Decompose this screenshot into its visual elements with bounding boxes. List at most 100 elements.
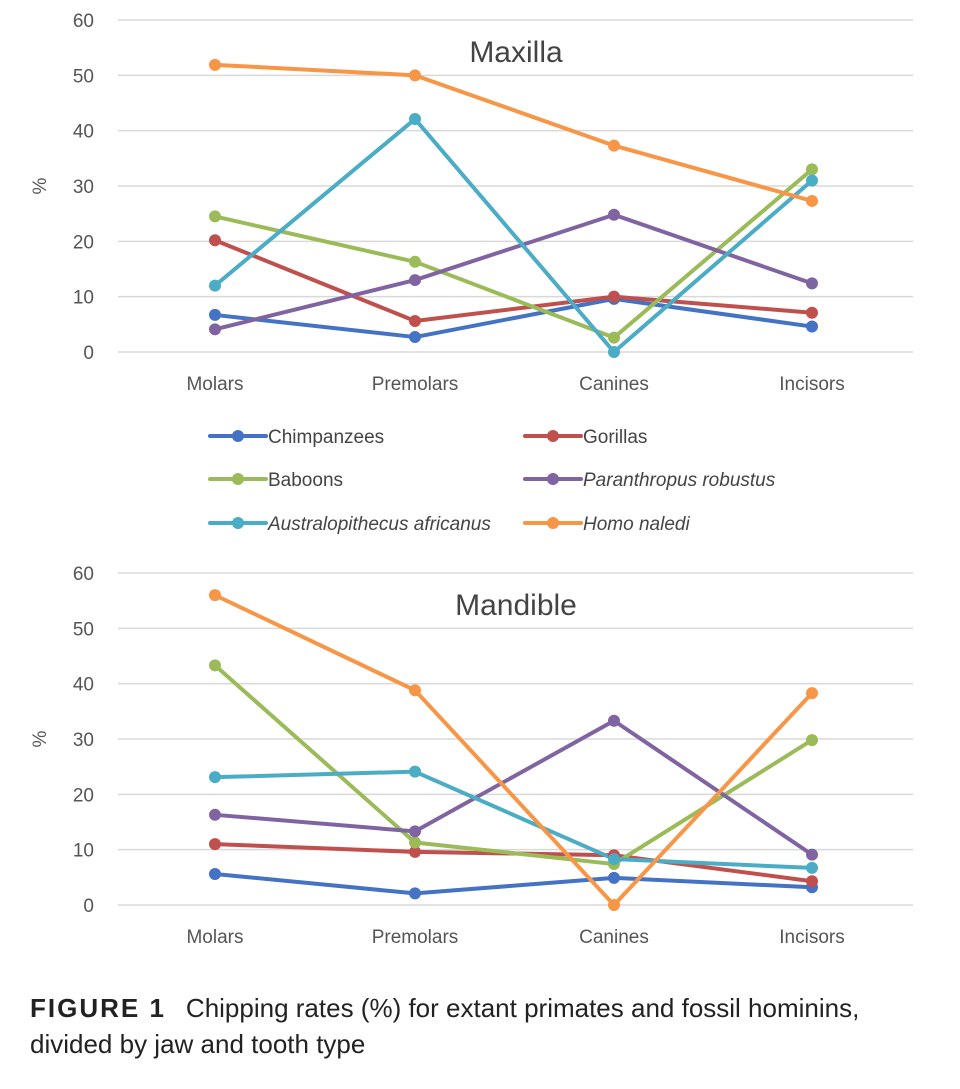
series-line-baboons (213, 167, 814, 340)
data-point-australopithecus-africanus (409, 113, 421, 126)
data-point-australopithecus-africanus (806, 861, 818, 874)
y-tick-label: 40 (73, 675, 94, 696)
data-point-baboons (409, 836, 421, 849)
data-point-paranthropus-robustus (409, 274, 421, 287)
data-point-australopithecus-africanus (806, 174, 818, 187)
x-tick-label: Molars (186, 927, 243, 948)
legend-label: Paranthropus robustus (583, 470, 776, 491)
data-point-homo-naledi (409, 69, 421, 82)
y-tick-label: 0 (83, 343, 94, 364)
data-point-paranthropus-robustus (806, 277, 818, 290)
data-point-australopithecus-africanus (608, 346, 620, 358)
series-line-baboons (213, 663, 814, 867)
y-tick-label: 20 (73, 232, 94, 253)
x-tick-label: Canines (579, 927, 649, 948)
y-axis-label: % (30, 177, 51, 194)
x-tick-label: Premolars (372, 374, 459, 395)
data-point-paranthropus-robustus (806, 848, 818, 861)
series-line-paranthropus-robustus (213, 212, 814, 332)
data-point-gorillas (409, 315, 421, 328)
data-point-chimpanzees (209, 308, 221, 321)
y-tick-label: 20 (73, 785, 94, 806)
y-tick-label: 40 (73, 122, 94, 143)
y-tick-label: 50 (73, 66, 94, 87)
x-tick-label: Molars (186, 374, 243, 395)
legend-label: Homo naledi (583, 514, 690, 535)
data-point-chimpanzees (409, 331, 421, 344)
y-axis-label: % (30, 730, 51, 747)
data-point-gorillas (806, 306, 818, 319)
y-tick-label: 50 (73, 619, 94, 640)
y-tick-label: 10 (73, 288, 94, 309)
data-point-gorillas (209, 838, 221, 851)
data-point-homo-naledi (409, 684, 421, 697)
series-line-paranthropus-robustus (213, 718, 814, 857)
legend-item-australopithecus-africanus: Australopithecus africanus (208, 514, 491, 535)
x-tick-label: Incisors (779, 927, 844, 948)
legend-swatch-marker (547, 430, 559, 442)
data-point-chimpanzees (209, 868, 221, 881)
data-point-chimpanzees (409, 887, 421, 900)
y-tick-label: 0 (83, 896, 94, 917)
data-point-baboons (806, 734, 818, 747)
data-point-homo-naledi (806, 687, 818, 700)
y-tick-label: 30 (73, 730, 94, 751)
data-point-australopithecus-africanus (409, 765, 421, 778)
legend-item-baboons: Baboons (208, 470, 343, 491)
series-line-australopithecus-africanus (213, 117, 814, 354)
data-point-paranthropus-robustus (209, 808, 221, 821)
data-point-baboons (209, 659, 221, 672)
x-tick-label: Incisors (779, 374, 844, 395)
data-point-homo-naledi (608, 899, 620, 911)
legend-label: Gorillas (583, 427, 647, 448)
data-point-homo-naledi (209, 589, 221, 602)
legend-label: Baboons (268, 470, 343, 491)
y-tick-label: 10 (73, 841, 94, 862)
legend-swatch-marker (547, 517, 559, 529)
chart-title: Maxilla (469, 36, 563, 69)
data-point-australopithecus-africanus (209, 279, 221, 292)
y-tick-label: 60 (73, 564, 94, 585)
data-point-gorillas (209, 234, 221, 247)
legend-item-homo-naledi: Homo naledi (523, 514, 690, 535)
data-point-gorillas (608, 290, 620, 303)
caption-text: Chipping rates (%) for extant primates a… (30, 993, 860, 1059)
data-point-australopithecus-africanus (608, 853, 620, 866)
caption-label: FIGURE 1 (30, 993, 166, 1023)
data-point-paranthropus-robustus (608, 714, 620, 727)
data-point-homo-naledi (608, 139, 620, 152)
x-tick-label: Canines (579, 374, 649, 395)
series-line-australopithecus-africanus (213, 769, 814, 870)
series-line-homo-naledi (213, 62, 814, 203)
data-point-baboons (806, 163, 818, 176)
chart-mandible: 0 10 20 30 40 50 60% Mandible Molars Premolars Can… (30, 564, 913, 948)
chart-title: Mandible (455, 589, 577, 622)
figure-caption: FIGURE 1 Chipping rates (%) for extant pr… (30, 990, 940, 1062)
chart-maxilla: 0 10 20 30 40 50 60% Maxilla Molars Premolars Cani… (30, 11, 913, 395)
data-point-baboons (209, 210, 221, 223)
y-tick-label: 60 (73, 11, 94, 32)
data-point-gorillas (806, 875, 818, 888)
legend: Chimpanzees Gorillas Baboons Paranthropus r… (208, 427, 776, 535)
legend-item-paranthropus-robustus: Paranthropus robustus (523, 470, 776, 491)
x-tick-label: Premolars (372, 927, 459, 948)
data-point-baboons (608, 331, 620, 344)
data-point-paranthropus-robustus (209, 323, 221, 336)
legend-swatch-marker (232, 517, 244, 529)
data-point-baboons (409, 255, 421, 268)
data-point-australopithecus-africanus (209, 771, 221, 784)
legend-swatch-marker (547, 473, 559, 485)
legend-swatch-marker (232, 473, 244, 485)
series-line-chimpanzees (213, 872, 814, 896)
data-point-homo-naledi (209, 58, 221, 71)
data-point-homo-naledi (806, 194, 818, 207)
series-line-gorillas (213, 238, 814, 324)
series-line-chimpanzees (213, 296, 814, 340)
data-point-paranthropus-robustus (409, 825, 421, 838)
y-tick-label: 30 (73, 177, 94, 198)
legend-swatch-marker (232, 430, 244, 442)
data-point-chimpanzees (608, 871, 620, 884)
series-line-homo-naledi (213, 593, 814, 907)
legend-item-chimpanzees: Chimpanzees (208, 427, 384, 448)
